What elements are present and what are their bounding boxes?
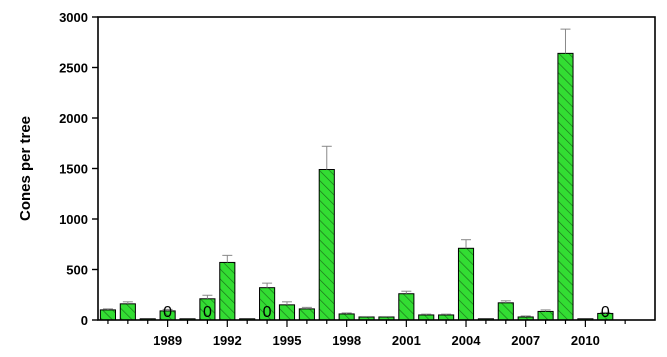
bar-2001 — [398, 293, 415, 321]
bar-2004 — [457, 247, 475, 321]
zero-marker-1989: 0 — [163, 304, 172, 321]
y-tick-label-1000: 1000 — [59, 212, 88, 227]
bar-1986 — [99, 309, 117, 321]
y-tick-label-500: 500 — [66, 263, 88, 278]
x-tick-label-1992: 1992 — [213, 333, 242, 348]
y-tick-label-0: 0 — [81, 313, 88, 328]
x-tick-label-2010: 2010 — [571, 333, 600, 348]
y-tick-label-2000: 2000 — [59, 111, 88, 126]
y-axis-title: Cones per tree — [17, 116, 34, 221]
zero-marker-1991: 0 — [203, 304, 212, 321]
bar-1996 — [298, 308, 315, 321]
bar-2009 — [557, 52, 574, 321]
zero-marker-2011: 0 — [601, 304, 610, 321]
bar-2008 — [537, 310, 554, 321]
bar-1987 — [119, 303, 136, 321]
x-tick-label-2001: 2001 — [392, 333, 421, 348]
y-tick-label-3000: 3000 — [59, 10, 88, 25]
bar-2006 — [497, 302, 514, 321]
bar-1995 — [278, 304, 296, 321]
bar-1998 — [338, 313, 355, 321]
x-tick-label-2007: 2007 — [511, 333, 540, 348]
bar-1992 — [219, 261, 236, 321]
zero-marker-1994: 0 — [263, 304, 272, 321]
x-tick-label-1998: 1998 — [332, 333, 361, 348]
x-tick-label-1989: 1989 — [153, 333, 182, 348]
y-tick-label-1500: 1500 — [59, 162, 88, 177]
x-tick-label-2004: 2004 — [452, 333, 482, 348]
y-tick-label-2500: 2500 — [59, 61, 88, 76]
bar-1997 — [318, 169, 335, 321]
x-tick-label-1995: 1995 — [273, 333, 302, 348]
